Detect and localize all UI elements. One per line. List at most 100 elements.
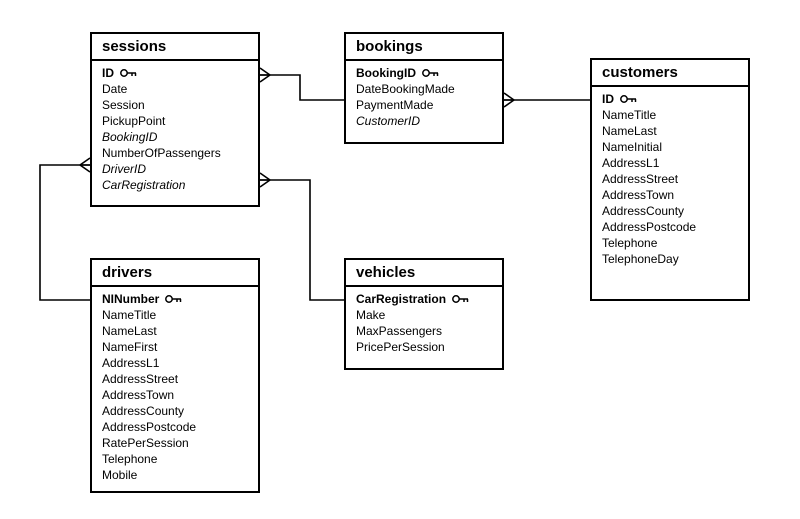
field-name: NINumber: [102, 291, 159, 307]
field-row: AddressL1: [602, 155, 738, 171]
field-row: AddressCounty: [602, 203, 738, 219]
entity-bookings: bookingsBookingIDDateBookingMadePaymentM…: [344, 32, 504, 144]
key-icon: [422, 68, 440, 78]
field-row: AddressPostcode: [102, 419, 248, 435]
field-name: CarRegistration: [356, 291, 446, 307]
crowfoot-icon: [260, 173, 270, 187]
field-name: Mobile: [102, 467, 137, 483]
crowfoot-icon: [260, 68, 270, 82]
field-name: AddressTown: [102, 387, 174, 403]
field-row: AddressCounty: [102, 403, 248, 419]
relationship-sessions-bookings: [260, 75, 344, 100]
field-name: CustomerID: [356, 113, 420, 129]
relationship-sessions-drivers: [40, 165, 90, 300]
field-name: NameLast: [602, 123, 657, 139]
field-row: TelephoneDay: [602, 251, 738, 267]
field-name: AddressL1: [602, 155, 659, 171]
field-name: AddressTown: [602, 187, 674, 203]
field-name: NameTitle: [102, 307, 156, 323]
field-row: MaxPassengers: [356, 323, 492, 339]
field-name: BookingID: [356, 65, 416, 81]
field-name: MaxPassengers: [356, 323, 442, 339]
entity-customers: customersIDNameTitleNameLastNameInitialA…: [590, 58, 750, 301]
field-row: DriverID: [102, 161, 248, 177]
entity-fields: IDNameTitleNameLastNameInitialAddressL1A…: [592, 87, 748, 275]
field-name: Session: [102, 97, 145, 113]
field-name: PricePerSession: [356, 339, 445, 355]
field-row: NameTitle: [602, 107, 738, 123]
field-row: AddressTown: [602, 187, 738, 203]
field-row: PricePerSession: [356, 339, 492, 355]
entity-vehicles: vehicles CarRegistrationMakeMaxPassengers…: [344, 258, 504, 370]
field-name: AddressPostcode: [102, 419, 196, 435]
field-name: AddressPostcode: [602, 219, 696, 235]
field-name: PaymentMade: [356, 97, 433, 113]
key-icon: [620, 94, 638, 104]
field-name: Telephone: [102, 451, 157, 467]
field-row: DateBookingMade: [356, 81, 492, 97]
field-row: NameFirst: [102, 339, 248, 355]
field-name: TelephoneDay: [602, 251, 679, 267]
field-row: Telephone: [602, 235, 738, 251]
field-row: Date: [102, 81, 248, 97]
entity-title: drivers: [92, 260, 258, 287]
crowfoot-icon: [504, 93, 514, 107]
entity-title: customers: [592, 60, 748, 87]
field-row: Telephone: [102, 451, 248, 467]
field-row: NameLast: [102, 323, 248, 339]
field-row: AddressStreet: [102, 371, 248, 387]
entity-title: bookings: [346, 34, 502, 61]
field-row: NameInitial: [602, 139, 738, 155]
field-row: NameTitle: [102, 307, 248, 323]
relationship-sessions-vehicles: [260, 180, 344, 300]
field-name: ID: [602, 91, 614, 107]
key-icon: [120, 68, 138, 78]
field-name: DriverID: [102, 161, 146, 177]
entity-fields: IDDateSessionPickupPointBookingIDNumberO…: [92, 61, 258, 201]
entity-sessions: sessionsIDDateSessionPickupPointBookingI…: [90, 32, 260, 207]
field-row: PaymentMade: [356, 97, 492, 113]
field-row: ID: [602, 91, 738, 107]
field-name: DateBookingMade: [356, 81, 455, 97]
field-row: CarRegistration: [356, 291, 492, 307]
entity-fields: BookingIDDateBookingMadePaymentMadeCusto…: [346, 61, 502, 137]
field-name: NumberOfPassengers: [102, 145, 221, 161]
field-row: CarRegistration: [102, 177, 248, 193]
field-name: BookingID: [102, 129, 157, 145]
field-name: AddressCounty: [602, 203, 684, 219]
entity-drivers: driversNINumberNameTitleNameLastNameFirs…: [90, 258, 260, 493]
field-row: BookingID: [356, 65, 492, 81]
field-row: Mobile: [102, 467, 248, 483]
field-row: AddressStreet: [602, 171, 738, 187]
crowfoot-icon: [80, 158, 90, 172]
field-row: ID: [102, 65, 248, 81]
field-row: AddressPostcode: [602, 219, 738, 235]
field-name: AddressStreet: [102, 371, 178, 387]
field-name: Make: [356, 307, 385, 323]
entity-title: vehicles: [346, 260, 502, 287]
field-row: AddressTown: [102, 387, 248, 403]
field-row: BookingID: [102, 129, 248, 145]
field-row: RatePerSession: [102, 435, 248, 451]
field-row: NumberOfPassengers: [102, 145, 248, 161]
entity-title: sessions: [92, 34, 258, 61]
field-row: Session: [102, 97, 248, 113]
field-name: AddressCounty: [102, 403, 184, 419]
field-name: NameInitial: [602, 139, 662, 155]
field-row: NINumber: [102, 291, 248, 307]
field-row: Make: [356, 307, 492, 323]
field-name: Telephone: [602, 235, 657, 251]
field-name: NameTitle: [602, 107, 656, 123]
field-row: PickupPoint: [102, 113, 248, 129]
field-row: AddressL1: [102, 355, 248, 371]
field-name: NameLast: [102, 323, 157, 339]
field-name: NameFirst: [102, 339, 157, 355]
field-row: CustomerID: [356, 113, 492, 129]
field-name: AddressStreet: [602, 171, 678, 187]
key-icon: [452, 294, 470, 304]
field-name: PickupPoint: [102, 113, 165, 129]
field-name: ID: [102, 65, 114, 81]
field-name: CarRegistration: [102, 177, 185, 193]
entity-fields: NINumberNameTitleNameLastNameFirstAddres…: [92, 287, 258, 491]
key-icon: [165, 294, 183, 304]
